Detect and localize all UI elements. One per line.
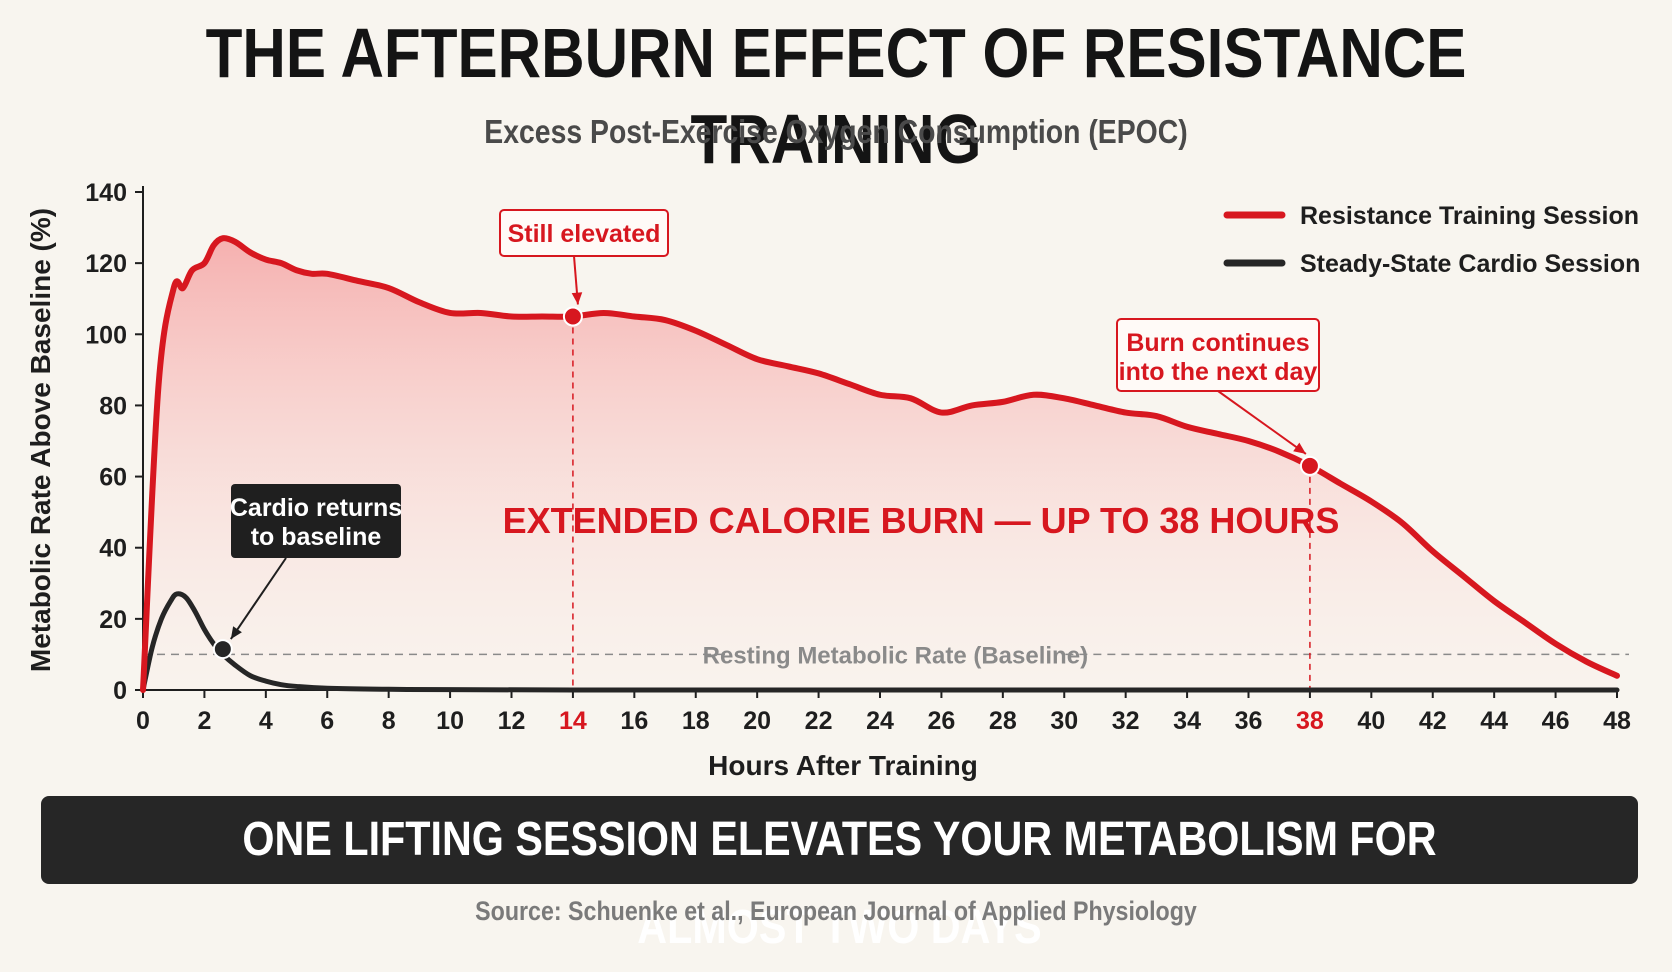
x-tick-label: 42 bbox=[1419, 707, 1447, 735]
y-tick-label: 0 bbox=[113, 677, 127, 705]
chart-title: THE AFTERBURN EFFECT OF RESISTANCE TRAIN… bbox=[205, 14, 1467, 178]
x-tick-label: 26 bbox=[928, 707, 956, 735]
x-tick-label: 2 bbox=[197, 707, 211, 735]
annotation-text: Cardio returns bbox=[230, 494, 402, 522]
x-tick-label: 16 bbox=[620, 707, 648, 735]
legend-label: Resistance Training Session bbox=[1300, 202, 1639, 230]
annotation-box bbox=[231, 484, 401, 558]
cardio-series-line bbox=[140, 591, 1620, 693]
annotation-text: into the next day bbox=[1119, 358, 1318, 386]
y-tick-label: 120 bbox=[85, 250, 127, 278]
annotation-arrowhead bbox=[230, 626, 242, 640]
x-tick-label: 34 bbox=[1173, 707, 1201, 735]
annotation-text: Burn continues bbox=[1126, 329, 1309, 357]
annotation-arrowhead bbox=[1293, 442, 1306, 454]
takeaway-text: ONE LIFTING SESSION ELEVATES YOUR METABO… bbox=[242, 813, 1437, 954]
x-tick-label: 0 bbox=[136, 707, 150, 735]
x-tick-label: 24 bbox=[866, 707, 894, 735]
x-tick-label: 14 bbox=[559, 707, 587, 735]
x-tick-label: 12 bbox=[498, 707, 526, 735]
y-tick-label: 40 bbox=[99, 535, 127, 563]
x-axis-title: Hours After Training bbox=[708, 750, 978, 781]
annotation-text: Still elevated bbox=[508, 220, 661, 248]
annotation-arrow bbox=[230, 557, 287, 640]
annotation-arrowhead bbox=[571, 292, 583, 305]
x-tick-label: 40 bbox=[1357, 707, 1385, 735]
annotation-arrow bbox=[1217, 390, 1307, 455]
x-tick-label: 32 bbox=[1112, 707, 1140, 735]
y-axis-title: Metabolic Rate Above Baseline (%) bbox=[25, 208, 56, 672]
chart-subtitle: Excess Post-Exercise Oxygen Consumption … bbox=[484, 113, 1188, 150]
annotation-text: to baseline bbox=[251, 523, 382, 551]
center-label: EXTENDED CALORIE BURN — UP TO 38 HOURS bbox=[503, 500, 1340, 541]
x-tick-label: 8 bbox=[382, 707, 396, 735]
x-tick-label: 46 bbox=[1542, 707, 1570, 735]
x-tick-label: 28 bbox=[989, 707, 1017, 735]
x-tick-label: 10 bbox=[436, 707, 464, 735]
x-tick-label: 20 bbox=[743, 707, 771, 735]
x-tick-label: 4 bbox=[259, 707, 273, 735]
highlight-point bbox=[1299, 455, 1320, 476]
x-tick-label: 18 bbox=[682, 707, 710, 735]
y-tick-label: 140 bbox=[85, 179, 127, 207]
y-tick-label: 100 bbox=[85, 321, 127, 349]
x-tick-label: 30 bbox=[1050, 707, 1078, 735]
y-tick-label: 60 bbox=[99, 464, 127, 492]
baseline-label: Resting Metabolic Rate (Baseline) bbox=[703, 642, 1088, 669]
resistance-area-fill bbox=[143, 238, 1617, 691]
x-tick-label: 36 bbox=[1235, 707, 1263, 735]
highlight-point bbox=[562, 306, 583, 327]
highlight-point bbox=[212, 639, 233, 660]
x-tick-label: 38 bbox=[1296, 707, 1324, 735]
source-note: Source: Schuenke et al., European Journa… bbox=[475, 896, 1197, 926]
x-tick-label: 22 bbox=[805, 707, 833, 735]
annotation-box bbox=[499, 209, 669, 257]
resistance-series-line bbox=[140, 235, 1620, 693]
x-tick-label: 48 bbox=[1603, 707, 1631, 735]
y-tick-label: 20 bbox=[99, 606, 127, 634]
y-tick-label: 80 bbox=[99, 392, 127, 420]
x-tick-label: 6 bbox=[320, 707, 334, 735]
legend-label: Steady-State Cardio Session bbox=[1300, 250, 1640, 278]
x-tick-label: 44 bbox=[1480, 707, 1508, 735]
takeaway-banner: ONE LIFTING SESSION ELEVATES YOUR METABO… bbox=[41, 796, 1638, 954]
